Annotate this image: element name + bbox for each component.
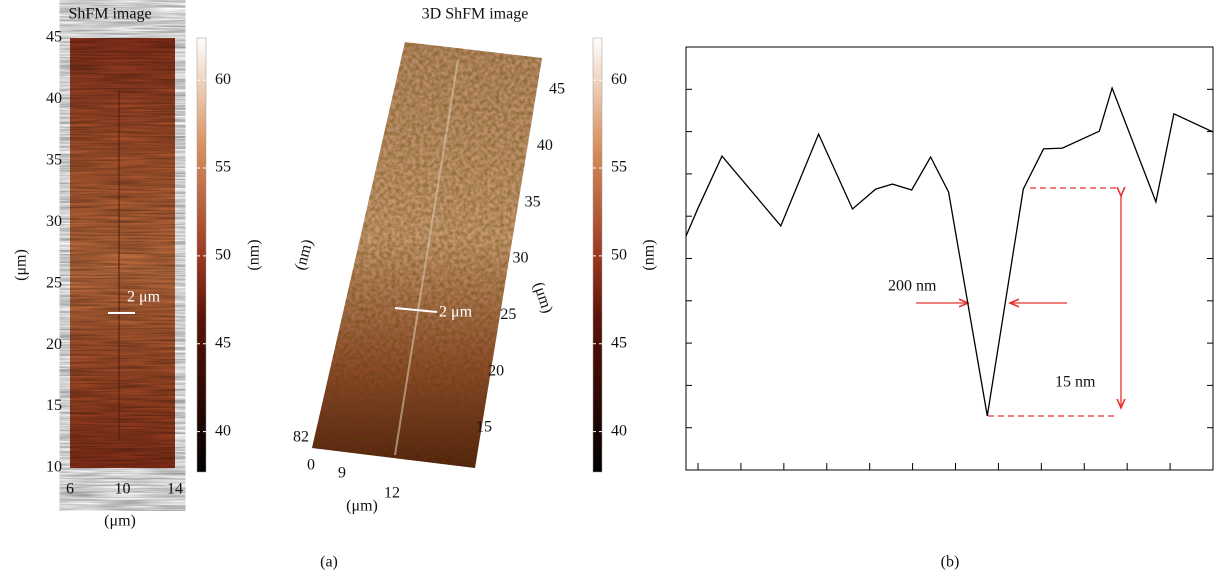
- groove: [394, 59, 459, 456]
- x-tick-label: 10: [115, 481, 131, 498]
- tick-label: 82: [293, 429, 309, 446]
- tick-label: 9: [338, 465, 346, 482]
- image-title: ShFM image: [68, 6, 151, 23]
- colorbar-tick-label: 50: [611, 247, 627, 264]
- colorbar-tick-label: 45: [611, 334, 627, 351]
- image-texture: [70, 38, 175, 468]
- image-title: 3D ShFM image: [422, 6, 529, 23]
- colorbar-tick-label: 50: [215, 247, 231, 264]
- tick-label: 45: [549, 81, 565, 98]
- plot-frame: [685, 46, 1214, 471]
- tick-label: 15: [476, 419, 492, 436]
- colorbar: [592, 37, 603, 473]
- colorbar-tick-label: 40: [215, 422, 231, 439]
- scale-bar-label: 2 μm: [439, 304, 473, 321]
- colorbar-tick-label: 55: [215, 159, 231, 176]
- panel-label: (b): [941, 554, 960, 571]
- x-axis-label: (μm): [104, 513, 136, 530]
- scale-bar: [394, 307, 438, 313]
- y-tick-label: 45: [46, 29, 62, 46]
- colorbar-label: (nm): [641, 239, 658, 270]
- panel-label: (a): [320, 554, 338, 571]
- colorbar-label: (nm): [246, 239, 263, 270]
- y-tick-label: 20: [46, 336, 62, 353]
- profile-line: [685, 85, 1214, 417]
- x-tick-label: 6: [66, 481, 74, 498]
- tick-label: 30: [513, 250, 529, 267]
- y-tick-label: 35: [46, 152, 62, 169]
- y-tick-label: 15: [46, 397, 62, 414]
- annotation: 15 nm: [1055, 374, 1096, 391]
- tick-label: 0: [307, 457, 315, 474]
- tick-label: 35: [525, 193, 541, 210]
- colorbar-tick-label: 60: [611, 71, 627, 88]
- z-axis-label: (nm): [292, 238, 316, 272]
- y-tick-label: 25: [46, 274, 62, 291]
- annotation: 200 nm: [888, 278, 937, 295]
- y-axis-label: (μm): [13, 249, 30, 281]
- tick-label: 40: [537, 137, 553, 154]
- x-tick-label: 14: [167, 481, 183, 498]
- tick-label: 20: [488, 362, 504, 379]
- colorbar: [196, 37, 207, 473]
- colorbar-tick-label: 60: [215, 71, 231, 88]
- x-axis-label: (μm): [346, 498, 378, 515]
- scale-bar-label: 2 μm: [127, 289, 161, 306]
- colorbar-tick-label: 45: [215, 334, 231, 351]
- colorbar-tick-label: 40: [611, 422, 627, 439]
- y-tick-label: 10: [46, 459, 62, 476]
- y-tick-label: 30: [46, 213, 62, 230]
- tick-label: 12: [384, 485, 400, 502]
- tick-label: 25: [500, 306, 516, 323]
- y-axis-label: (μm): [530, 280, 556, 315]
- colorbar-tick-label: 55: [611, 159, 627, 176]
- y-tick-label: 40: [46, 90, 62, 107]
